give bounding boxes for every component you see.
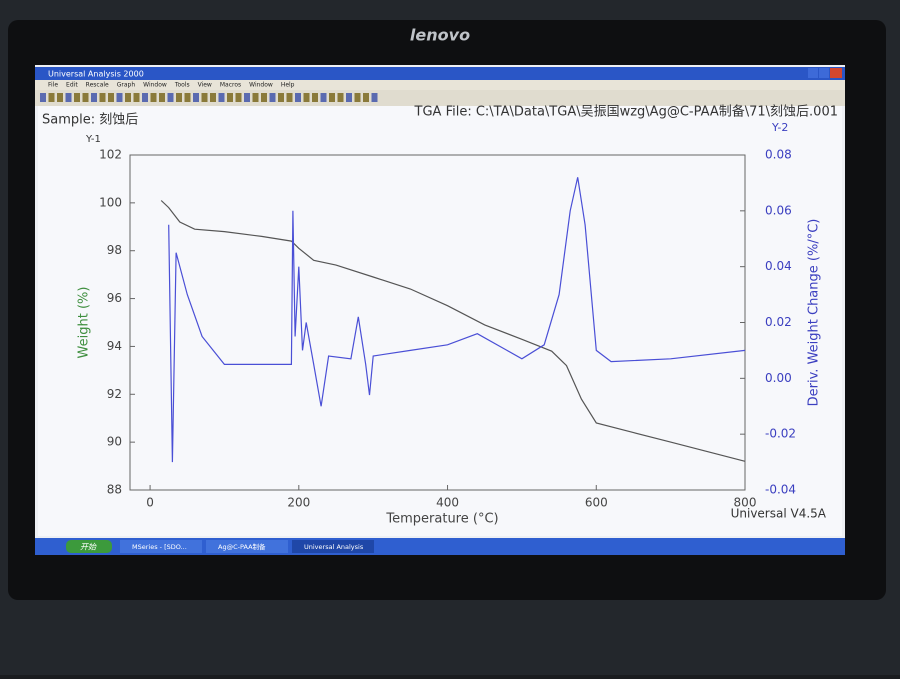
- menu-item[interactable]: View: [198, 82, 212, 89]
- close-button[interactable]: [830, 68, 842, 78]
- toolbar-icon[interactable]: [99, 93, 106, 102]
- x-tick-label: 200: [287, 496, 310, 510]
- menu-item[interactable]: Edit: [66, 82, 78, 89]
- x-tick-label: 600: [585, 496, 608, 510]
- series-line: [160, 200, 746, 462]
- toolbar-icon[interactable]: [176, 93, 182, 102]
- y2-tick-label: 0.04: [765, 259, 792, 273]
- menu-item[interactable]: Window: [249, 82, 273, 89]
- toolbar-icon[interactable]: [346, 93, 352, 102]
- toolbar-icon[interactable]: [371, 93, 378, 102]
- y-tag: Y-1: [85, 134, 101, 145]
- x-tick-label: 400: [436, 496, 459, 510]
- menu-item[interactable]: Window: [143, 82, 167, 89]
- toolbar-icon[interactable]: [133, 93, 140, 102]
- toolbar-icon[interactable]: [286, 93, 293, 102]
- task-item-label: Universal Analysis: [304, 543, 364, 551]
- toolbar-icon[interactable]: [312, 93, 318, 102]
- toolbar-icon[interactable]: [295, 93, 301, 102]
- toolbar-icon[interactable]: [329, 93, 335, 102]
- menu-item[interactable]: Macros: [220, 82, 241, 89]
- y2-tick-label: -0.04: [765, 483, 796, 497]
- sample-label: Sample: 刻蚀后: [42, 113, 138, 128]
- toolbar-icon[interactable]: [82, 93, 89, 102]
- toolbar-icon[interactable]: [218, 93, 225, 102]
- toolbar-icon[interactable]: [57, 93, 63, 102]
- x-axis-label: Temperature (°C): [385, 512, 498, 527]
- y2-tick-label: 0.02: [765, 315, 792, 329]
- toolbar-icon[interactable]: [150, 93, 157, 102]
- window-title: Universal Analysis 2000: [48, 70, 144, 79]
- toolbar-icon[interactable]: [210, 93, 216, 102]
- toolbar-icon[interactable]: [142, 93, 148, 102]
- toolbar-icon[interactable]: [227, 93, 233, 102]
- version-label: Universal V4.5A: [731, 507, 827, 521]
- y-tick-label: 102: [99, 148, 122, 162]
- toolbar-icon[interactable]: [337, 93, 344, 102]
- toolbar-icon[interactable]: [193, 93, 199, 102]
- toolbar-icon[interactable]: [269, 93, 276, 102]
- toolbar-icon[interactable]: [261, 93, 267, 102]
- toolbar-icon[interactable]: [40, 93, 46, 102]
- y2-axis-label: Deriv. Weight Change (%/°C): [807, 219, 822, 407]
- toolbar-icon[interactable]: [48, 93, 55, 102]
- title-bar: [35, 67, 845, 80]
- toolbar-icon[interactable]: [184, 93, 191, 102]
- toolbar-icon[interactable]: [108, 93, 114, 102]
- task-item-label: Ag@C-PAA制备: [218, 542, 266, 551]
- file-label: TGA File: C:\TA\Data\TGA\吴振国wzg\Ag@C-PAA…: [414, 104, 838, 120]
- menu-item[interactable]: Rescale: [86, 82, 109, 89]
- start-label: 开始: [80, 543, 97, 552]
- menu-item[interactable]: File: [48, 82, 58, 89]
- toolbar-icon[interactable]: [235, 93, 242, 102]
- y-tick-label: 92: [107, 387, 122, 401]
- y-tick-label: 96: [107, 291, 122, 305]
- y-axis-label: Weight (%): [77, 287, 92, 359]
- toolbar-icon[interactable]: [320, 93, 327, 102]
- y-tick-label: 94: [107, 339, 122, 353]
- y2-tick-label: 0.06: [765, 203, 792, 217]
- x-tick-label: 0: [146, 496, 154, 510]
- y2-tick-label: 0.08: [765, 148, 792, 162]
- task-item[interactable]: [292, 540, 374, 553]
- y-tick-label: 100: [99, 195, 122, 209]
- toolbar-icon[interactable]: [167, 93, 174, 102]
- y2-tag: Y-2: [771, 121, 788, 134]
- menu-bar: [35, 80, 845, 90]
- x-tick-label: 800: [734, 496, 757, 510]
- toolbar-icon[interactable]: [116, 93, 123, 102]
- toolbar-icon[interactable]: [252, 93, 259, 102]
- y2-tick-label: -0.02: [765, 427, 796, 441]
- menu-item[interactable]: Tools: [174, 82, 190, 89]
- y-tick-label: 90: [107, 435, 122, 449]
- menu-item[interactable]: Graph: [117, 82, 136, 89]
- toolbar-icon[interactable]: [159, 93, 165, 102]
- minimize-button[interactable]: [808, 68, 818, 78]
- y2-tick-label: 0.00: [765, 371, 792, 385]
- y-tick-label: 88: [107, 483, 122, 497]
- task-item[interactable]: [206, 540, 288, 553]
- toolbar-icon[interactable]: [91, 93, 97, 102]
- task-item[interactable]: [120, 540, 202, 553]
- toolbar-icon[interactable]: [278, 93, 284, 102]
- toolbar-icon[interactable]: [363, 93, 369, 102]
- toolbar-icon[interactable]: [65, 93, 72, 102]
- y-tick-label: 98: [107, 243, 122, 257]
- toolbar-icon[interactable]: [74, 93, 80, 102]
- graph-area: [38, 106, 842, 536]
- task-item-label: MSeries - [SDO...: [132, 543, 187, 551]
- maximize-button[interactable]: [819, 68, 829, 78]
- toolbar-icon[interactable]: [201, 93, 208, 102]
- toolbar-icon[interactable]: [303, 93, 310, 102]
- toolbar-icon[interactable]: [354, 93, 361, 102]
- menu-item[interactable]: Help: [281, 82, 295, 89]
- start-button[interactable]: [66, 540, 112, 553]
- toolbar-icon[interactable]: [244, 93, 250, 102]
- series-line: [168, 177, 746, 463]
- toolbar-icon[interactable]: [125, 93, 131, 102]
- brand-logo: lenovo: [410, 26, 470, 45]
